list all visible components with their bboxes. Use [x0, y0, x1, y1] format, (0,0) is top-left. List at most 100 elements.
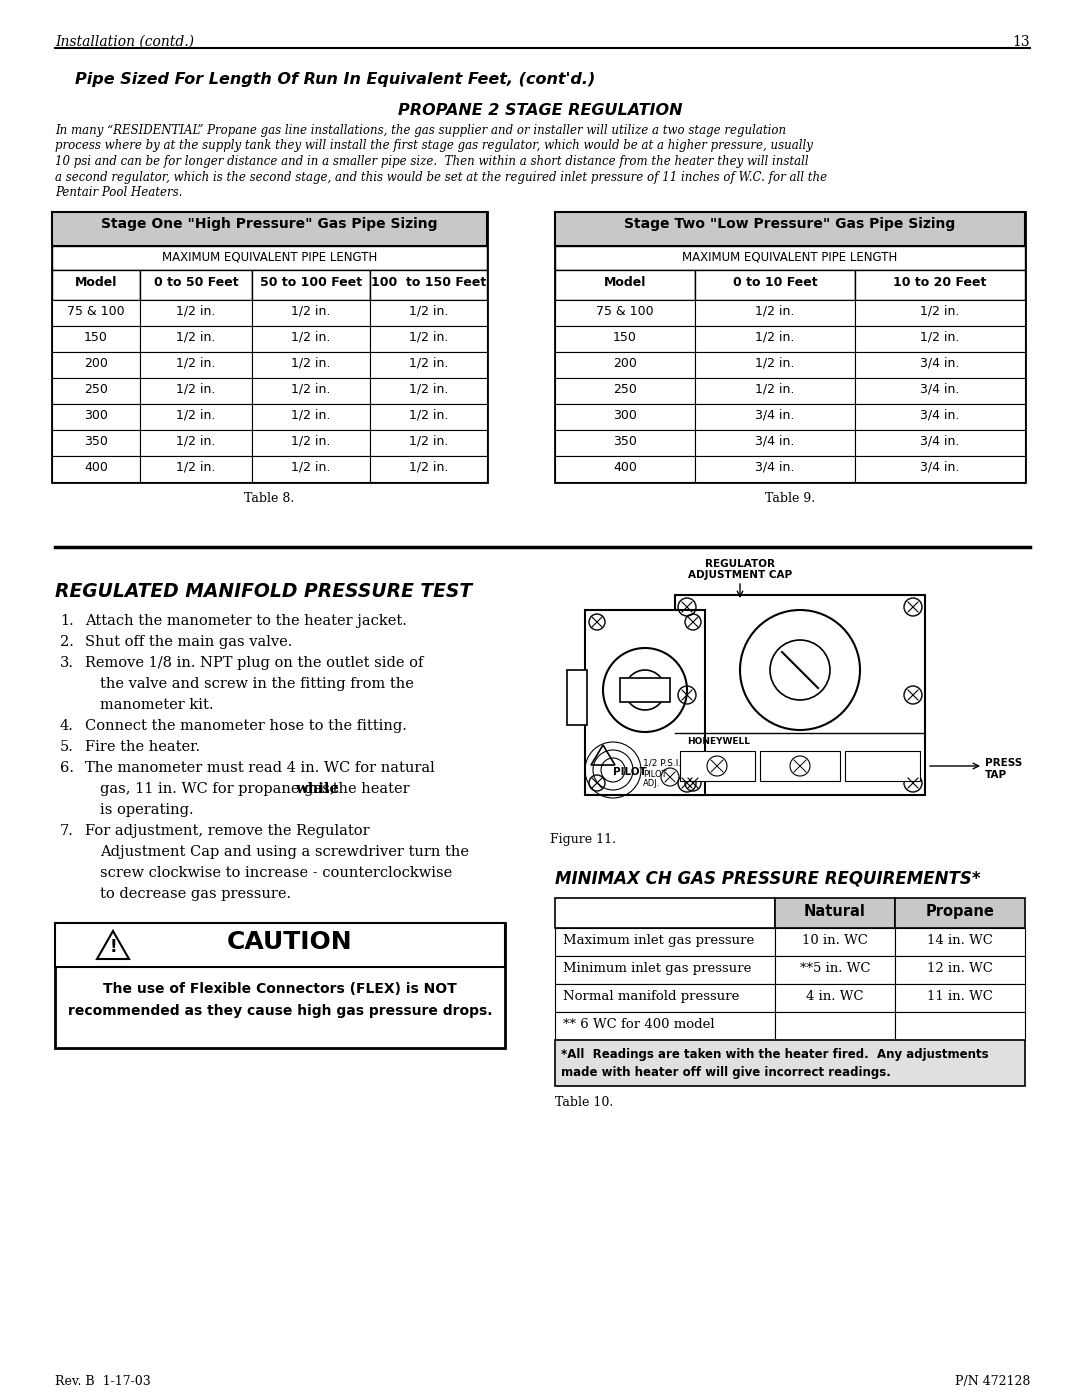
Bar [775, 956, 895, 983]
Text: 1/2 in.: 1/2 in. [755, 358, 795, 370]
Bar [55, 923, 505, 1048]
Bar [555, 326, 696, 352]
Text: 3/4 in.: 3/4 in. [920, 383, 960, 395]
Bar [775, 898, 895, 928]
Text: 4 in. WC: 4 in. WC [807, 990, 864, 1003]
Text: PILOT: PILOT [613, 767, 647, 777]
Text: the heater: the heater [327, 782, 409, 796]
Text: Minimum inlet gas pressure: Minimum inlet gas pressure [563, 963, 752, 975]
Text: 1/2 in.: 1/2 in. [176, 358, 216, 370]
Text: 400: 400 [613, 461, 637, 474]
Bar [370, 404, 487, 430]
Bar [855, 300, 1025, 326]
Text: 6.: 6. [60, 761, 75, 775]
Bar [370, 270, 487, 300]
Bar [855, 430, 1025, 455]
Text: Normal manifold pressure: Normal manifold pressure [563, 990, 740, 1003]
Bar [555, 455, 696, 482]
Text: !: ! [109, 937, 117, 956]
Bar [140, 379, 252, 404]
Text: 1/2 P.S.I.: 1/2 P.S.I. [643, 759, 681, 768]
Text: 150: 150 [84, 331, 108, 344]
Bar [675, 595, 924, 795]
Text: 3/4 in.: 3/4 in. [920, 409, 960, 422]
Text: 3/4 in.: 3/4 in. [755, 461, 795, 474]
Bar [370, 430, 487, 455]
Text: 150: 150 [613, 331, 637, 344]
Bar [895, 1011, 1025, 1039]
Bar [370, 326, 487, 352]
Text: 3/4 in.: 3/4 in. [755, 434, 795, 448]
Text: 3.: 3. [60, 657, 75, 671]
Text: REGULATED MANIFOLD PRESSURE TEST: REGULATED MANIFOLD PRESSURE TEST [55, 583, 472, 601]
Bar [140, 404, 252, 430]
Text: Natural: Natural [805, 904, 866, 919]
Text: Table 8.: Table 8. [244, 492, 295, 504]
Bar [555, 300, 696, 326]
Text: 10 to 20 Feet: 10 to 20 Feet [893, 277, 987, 289]
Text: Fire the heater.: Fire the heater. [85, 740, 200, 754]
Text: Rev. B  1-17-03: Rev. B 1-17-03 [55, 1375, 151, 1389]
Text: 0 to 10 Feet: 0 to 10 Feet [732, 277, 818, 289]
Text: Shut off the main gas valve.: Shut off the main gas valve. [85, 636, 293, 650]
Bar [895, 983, 1025, 1011]
Text: Table 10.: Table 10. [555, 1097, 613, 1109]
Text: 200: 200 [84, 358, 108, 370]
Bar [895, 898, 1025, 928]
Text: PROPANE 2 STAGE REGULATION: PROPANE 2 STAGE REGULATION [397, 103, 683, 117]
Bar [855, 455, 1025, 482]
Text: Model: Model [75, 277, 118, 289]
Text: 1/2 in.: 1/2 in. [292, 358, 330, 370]
Text: MAXIMUM EQUIVALENT PIPE LENGTH: MAXIMUM EQUIVALENT PIPE LENGTH [162, 251, 377, 264]
Bar [252, 455, 370, 482]
Bar [680, 752, 755, 781]
Bar [140, 455, 252, 482]
Text: 1/2 in.: 1/2 in. [409, 383, 448, 395]
Bar [555, 212, 1025, 246]
Text: Stage Two "Low Pressure" Gas Pipe Sizing: Stage Two "Low Pressure" Gas Pipe Sizing [624, 217, 956, 231]
Text: 1/2 in.: 1/2 in. [920, 305, 960, 319]
Text: 1/2 in.: 1/2 in. [292, 305, 330, 319]
Text: 5.: 5. [60, 740, 73, 754]
Bar [855, 326, 1025, 352]
Text: to decrease gas pressure.: to decrease gas pressure. [100, 887, 292, 901]
Bar [585, 610, 705, 795]
Text: 3/4 in.: 3/4 in. [920, 461, 960, 474]
Text: ADJ.: ADJ. [643, 780, 660, 788]
Bar [52, 379, 140, 404]
Text: Figure 11.: Figure 11. [550, 833, 616, 847]
Text: 3/4 in.: 3/4 in. [920, 358, 960, 370]
Bar [52, 270, 140, 300]
Text: 10 psi and can be for longer distance and in a smaller pipe size.  Then within a: 10 psi and can be for longer distance an… [55, 155, 809, 168]
Bar [140, 430, 252, 455]
Text: Propane: Propane [926, 904, 995, 919]
Text: ADJUSTMENT CAP: ADJUSTMENT CAP [688, 570, 792, 580]
Bar [140, 270, 252, 300]
Bar [696, 300, 855, 326]
Text: 4.: 4. [60, 719, 73, 733]
Text: CAUTION: CAUTION [227, 930, 353, 954]
Bar [55, 923, 505, 967]
Text: 12 in. WC: 12 in. WC [927, 963, 993, 975]
Text: the valve and screw in the fitting from the: the valve and screw in the fitting from … [100, 678, 414, 692]
Text: 3/4 in.: 3/4 in. [755, 409, 795, 422]
Text: TAP: TAP [985, 770, 1008, 780]
Text: 1/2 in.: 1/2 in. [409, 331, 448, 344]
Bar [52, 300, 140, 326]
Text: MAXIMUM EQUIVALENT PIPE LENGTH: MAXIMUM EQUIVALENT PIPE LENGTH [683, 251, 897, 264]
Bar [370, 300, 487, 326]
Bar [855, 404, 1025, 430]
Bar [52, 212, 487, 482]
Bar [555, 898, 775, 928]
Bar [775, 928, 895, 956]
Bar [140, 326, 252, 352]
Text: 400: 400 [84, 461, 108, 474]
Text: Installation (contd.): Installation (contd.) [55, 35, 194, 49]
Text: **5 in. WC: **5 in. WC [800, 963, 870, 975]
Text: 1/2 in.: 1/2 in. [176, 305, 216, 319]
Bar [555, 246, 1025, 270]
Bar [555, 1011, 775, 1039]
Text: Connect the manometer hose to the fitting.: Connect the manometer hose to the fittin… [85, 719, 407, 733]
Text: 1/2 in.: 1/2 in. [176, 409, 216, 422]
Bar [696, 326, 855, 352]
